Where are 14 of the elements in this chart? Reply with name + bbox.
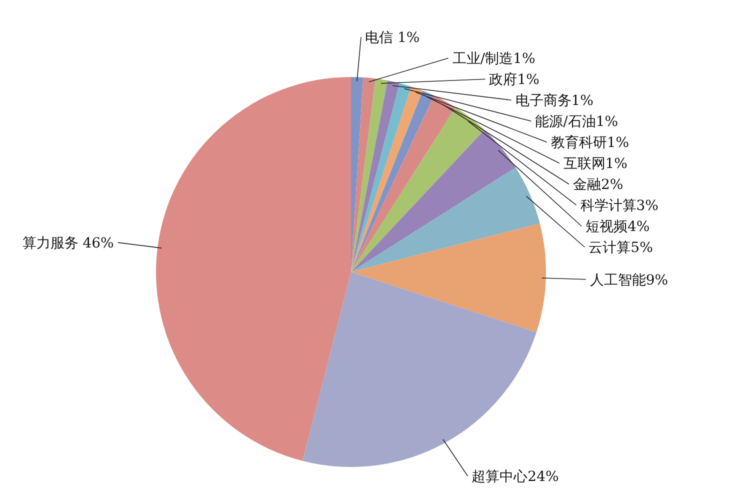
slice-label: 科学计算3%	[580, 198, 658, 214]
slice-label: 工业/制造1%	[452, 51, 536, 68]
slice-label: 短视频4%	[585, 219, 650, 236]
slice-label: 政府1%	[489, 72, 540, 88]
slice-label: 算力服务 46%	[22, 236, 114, 252]
slice-label: 人工智能9%	[590, 272, 668, 288]
slice-label: 能源/石油1%	[535, 114, 618, 130]
slice-label: 教育科研1%	[550, 134, 630, 152]
slice-label: 电子商务1%	[515, 93, 594, 110]
slice-label: 金融2%	[572, 177, 624, 194]
slice-label: 互联网1%	[563, 156, 628, 172]
slice-label: 超算中心24%	[472, 469, 559, 485]
slice-label: 电信 1%	[365, 30, 420, 46]
slice-label: 云计算5%	[588, 240, 653, 256]
